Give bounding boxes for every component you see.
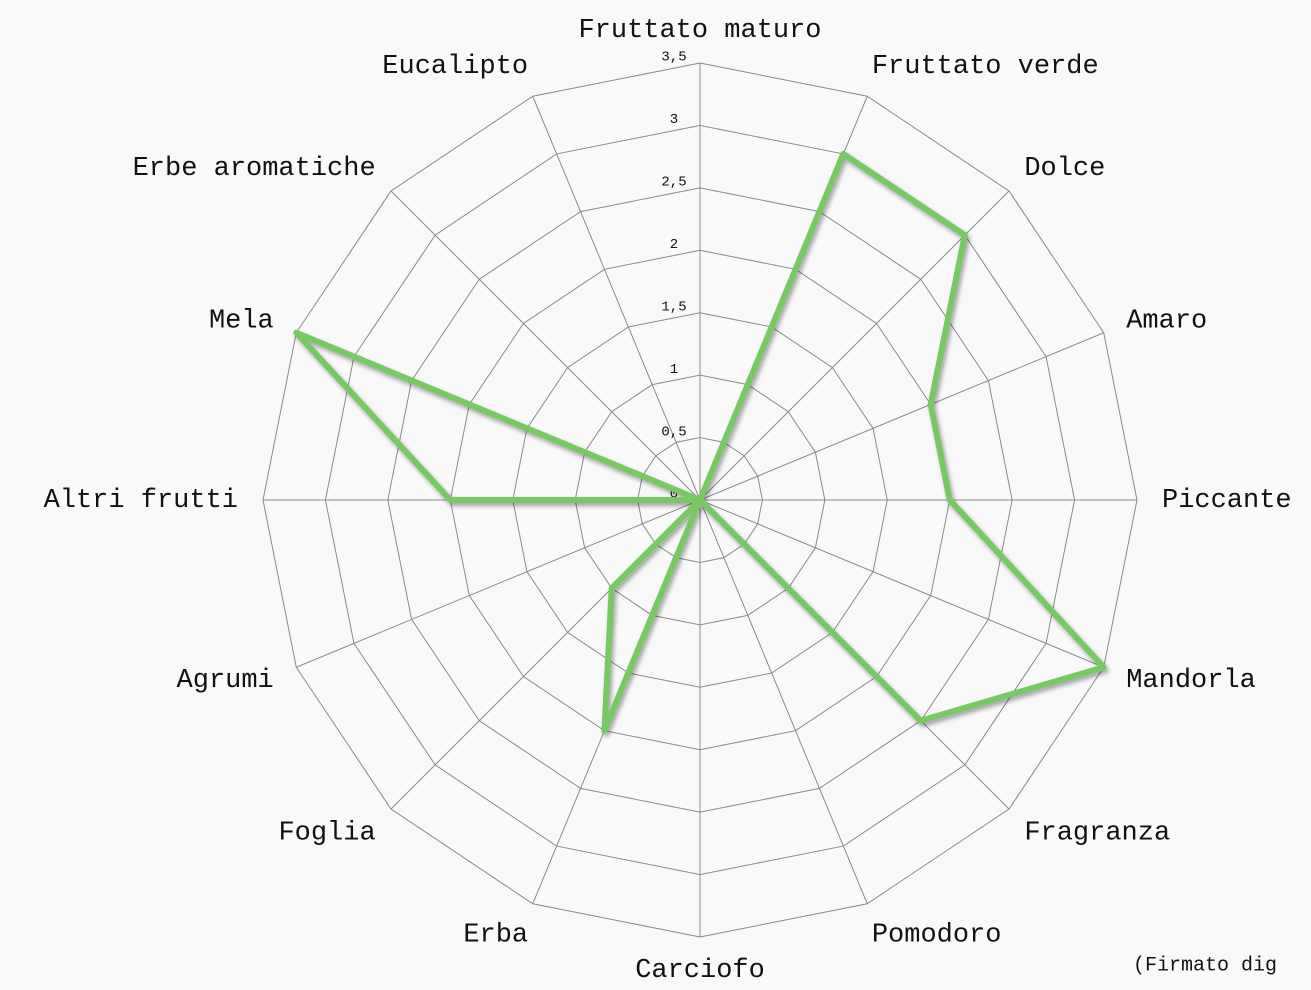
spoke [390,190,701,501]
spoke [699,332,1104,501]
tick-label: 0,5 [661,424,686,440]
category-label: Piccante [1162,486,1292,516]
category-label: Fruttato verde [872,52,1099,82]
category-label: Carciofo [635,956,765,986]
tick-label: 3 [670,112,678,128]
tick-label: 0 [670,487,678,503]
footnote: (Firmato dig [1133,954,1277,977]
category-label: Altri frutti [44,486,238,516]
spoke [699,499,1104,668]
category-label: Fragranza [1024,818,1170,848]
category-label: Amaro [1126,306,1207,336]
data-line [293,150,1107,734]
tick-label: 1 [670,362,678,378]
tick-label: 1,5 [661,299,686,315]
category-label: Pomodoro [872,920,1002,950]
category-label: Mela [209,306,274,336]
category-label: Erba [463,920,528,950]
category-label: Foglia [278,818,375,848]
spoke [699,499,868,904]
category-label: Dolce [1024,154,1105,184]
category-label: Eucalipto [382,52,528,82]
spoke [296,499,701,668]
tick-label: 3,5 [661,50,686,66]
tick-label: 2 [670,237,678,253]
category-label: Agrumi [177,666,274,696]
tick-label: 2,5 [661,175,686,191]
spoke [532,96,701,501]
category-label: Erbe aromatiche [133,154,376,184]
category-label: Fruttato maturo [578,16,821,46]
spoke [699,190,1010,501]
category-label: Mandorla [1126,666,1256,696]
